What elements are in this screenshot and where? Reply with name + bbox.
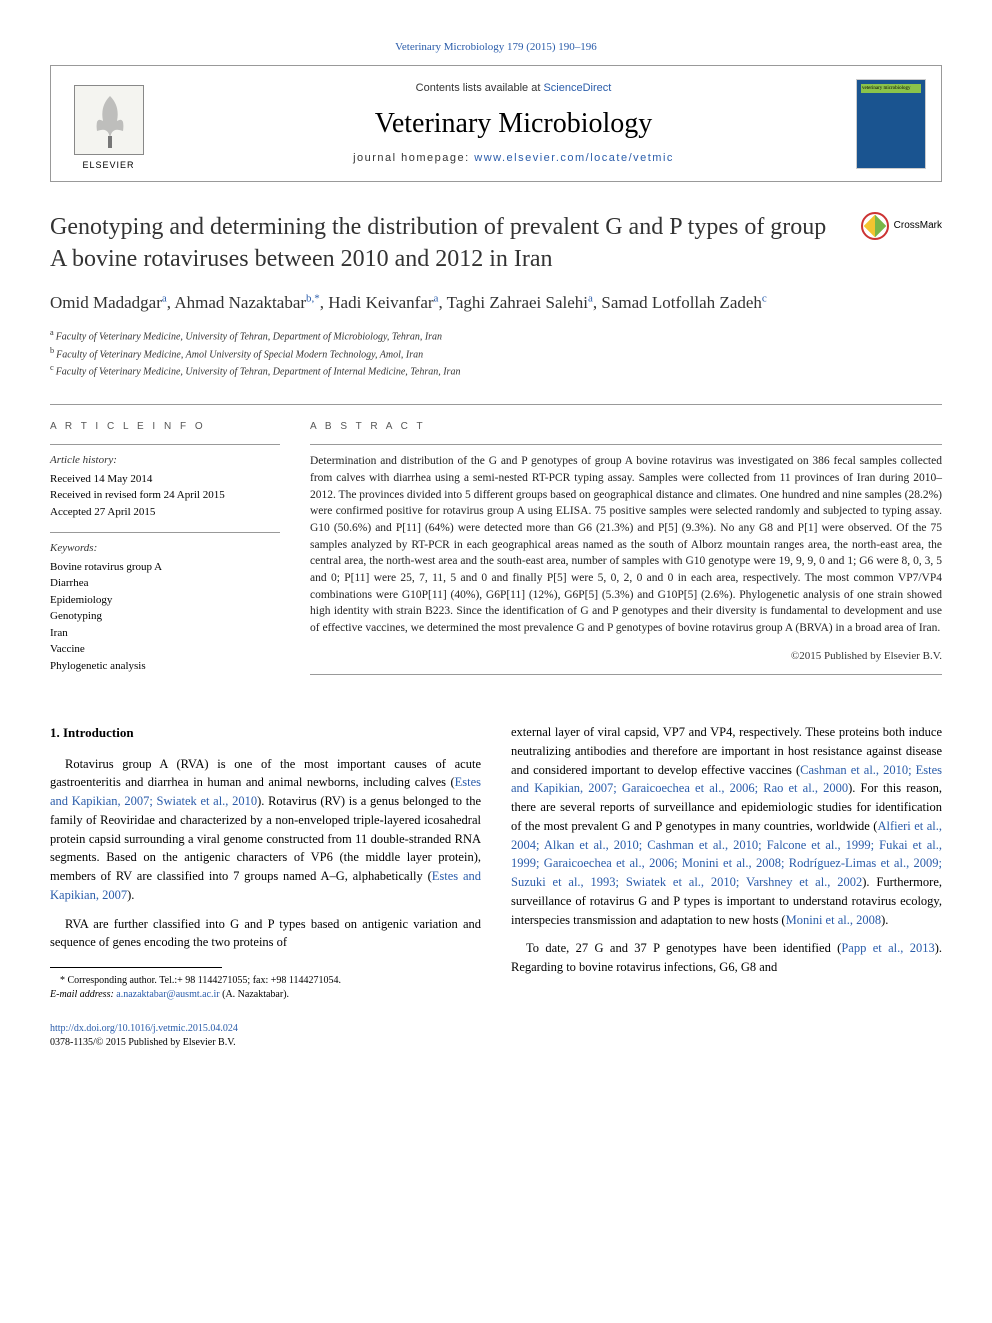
- footnote-text: Corresponding author. Tel.:+ 98 11442710…: [68, 975, 342, 986]
- abstract-copyright: ©2015 Published by Elsevier B.V.: [310, 649, 942, 664]
- author-sup[interactable]: b,*: [306, 292, 320, 304]
- keyword: Vaccine: [50, 641, 280, 658]
- email-suffix: (A. Nazaktabar).: [220, 989, 289, 1000]
- abstract-heading: A B S T R A C T: [310, 420, 942, 434]
- doi-link[interactable]: http://dx.doi.org/10.1016/j.vetmic.2015.…: [50, 1023, 238, 1034]
- sciencedirect-link[interactable]: ScienceDirect: [543, 82, 611, 94]
- corresponding-author-footnote: * Corresponding author. Tel.:+ 98 114427…: [50, 974, 481, 1002]
- para-text: To date, 27 G and 37 P genotypes have be…: [526, 941, 841, 955]
- keyword: Epidemiology: [50, 592, 280, 609]
- history-label: Article history:: [50, 453, 280, 468]
- keywords-label: Keywords:: [50, 541, 280, 556]
- info-abstract-row: A R T I C L E I N F O Article history: R…: [50, 420, 942, 683]
- section-heading-intro: 1. Introduction: [50, 723, 481, 743]
- author-sup[interactable]: a: [434, 292, 439, 304]
- footnote-divider: [50, 967, 222, 968]
- authors-line: Omid Madadgara, Ahmad Nazaktabarb,*, Had…: [50, 290, 942, 316]
- footer-info: http://dx.doi.org/10.1016/j.vetmic.2015.…: [50, 1022, 481, 1050]
- keyword: Phylogenetic analysis: [50, 658, 280, 675]
- body-column-left: 1. Introduction Rotavirus group A (RVA) …: [50, 723, 481, 1050]
- author: Omid Madadgar: [50, 293, 162, 312]
- para-text: ).: [127, 888, 134, 902]
- email-link[interactable]: a.nazaktabar@ausmt.ac.ir: [116, 989, 219, 1000]
- intro-para-3: external layer of viral capsid, VP7 and …: [511, 723, 942, 929]
- para-text: ).: [881, 913, 888, 927]
- email-label: E-mail address:: [50, 989, 114, 1000]
- article-info-heading: A R T I C L E I N F O: [50, 420, 280, 434]
- author: Ahmad Nazaktabar: [174, 293, 306, 312]
- title-row: Genotyping and determining the distribut…: [50, 212, 942, 274]
- keyword: Diarrhea: [50, 575, 280, 592]
- info-divider: [310, 444, 942, 445]
- citation-link[interactable]: Monini et al., 2008: [786, 913, 881, 927]
- keyword: Bovine rotavirus group A: [50, 559, 280, 576]
- keyword: Iran: [50, 625, 280, 642]
- date-accepted: Accepted 27 April 2015: [50, 504, 280, 521]
- author-sup[interactable]: c: [762, 292, 767, 304]
- homepage-prefix: journal homepage:: [353, 152, 474, 164]
- journal-cover-thumbnail[interactable]: veterinary microbiology: [856, 79, 926, 169]
- page-container: Veterinary Microbiology 179 (2015) 190–1…: [0, 0, 992, 1090]
- info-divider: [50, 532, 280, 533]
- aff-text: Faculty of Veterinary Medicine, Universi…: [56, 332, 442, 343]
- elsevier-label: ELSEVIER: [82, 159, 134, 172]
- section-divider: [50, 404, 942, 405]
- crossmark-badge[interactable]: CrossMark: [861, 212, 942, 240]
- aff-text: Faculty of Veterinary Medicine, Amol Uni…: [56, 349, 423, 360]
- contents-line: Contents lists available at ScienceDirec…: [171, 81, 856, 96]
- elsevier-logo[interactable]: ELSEVIER: [66, 76, 151, 171]
- intro-para-1: Rotavirus group A (RVA) is one of the mo…: [50, 755, 481, 905]
- article-info-column: A R T I C L E I N F O Article history: R…: [50, 420, 280, 683]
- affiliation: aFaculty of Veterinary Medicine, Univers…: [50, 327, 942, 344]
- citation-link[interactable]: Papp et al., 2013: [841, 941, 934, 955]
- body-two-column: 1. Introduction Rotavirus group A (RVA) …: [50, 723, 942, 1050]
- article-dates: Received 14 May 2014 Received in revised…: [50, 471, 280, 521]
- keywords-list: Bovine rotavirus group A Diarrhea Epidem…: [50, 559, 280, 675]
- elsevier-tree-icon: [74, 85, 144, 155]
- abstract-column: A B S T R A C T Determination and distri…: [310, 420, 942, 683]
- crossmark-icon: [861, 212, 889, 240]
- aff-sup: a: [50, 328, 54, 337]
- author: Taghi Zahraei Salehi: [447, 293, 588, 312]
- affiliations: aFaculty of Veterinary Medicine, Univers…: [50, 327, 942, 379]
- aff-sup: c: [50, 363, 54, 372]
- affiliation: cFaculty of Veterinary Medicine, Univers…: [50, 362, 942, 379]
- contents-prefix: Contents lists available at: [416, 82, 544, 94]
- abstract-text: Determination and distribution of the G …: [310, 453, 942, 636]
- para-text: Rotavirus group A (RVA) is one of the mo…: [50, 757, 481, 790]
- journal-name: Veterinary Microbiology: [171, 104, 856, 143]
- author: Samad Lotfollah Zadeh: [601, 293, 762, 312]
- journal-header-box: ELSEVIER Contents lists available at Sci…: [50, 65, 942, 182]
- author-sup[interactable]: a: [162, 292, 167, 304]
- footnote-marker: *: [60, 975, 65, 986]
- cover-label: veterinary microbiology: [861, 84, 921, 93]
- author: Hadi Keivanfar: [328, 293, 433, 312]
- affiliation: bFaculty of Veterinary Medicine, Amol Un…: [50, 345, 942, 362]
- journal-citation-top[interactable]: Veterinary Microbiology 179 (2015) 190–1…: [50, 40, 942, 55]
- info-divider: [310, 674, 942, 675]
- header-center: Contents lists available at ScienceDirec…: [171, 81, 856, 167]
- intro-para-2: RVA are further classified into G and P …: [50, 915, 481, 953]
- homepage-link[interactable]: www.elsevier.com/locate/vetmic: [474, 152, 674, 164]
- issn-copyright: 0378-1135/© 2015 Published by Elsevier B…: [50, 1037, 236, 1048]
- date-received: Received 14 May 2014: [50, 471, 280, 488]
- date-revised: Received in revised form 24 April 2015: [50, 487, 280, 504]
- article-title: Genotyping and determining the distribut…: [50, 212, 841, 274]
- keyword: Genotyping: [50, 608, 280, 625]
- crossmark-label: CrossMark: [894, 219, 942, 233]
- homepage-line: journal homepage: www.elsevier.com/locat…: [171, 151, 856, 166]
- info-divider: [50, 444, 280, 445]
- aff-sup: b: [50, 346, 54, 355]
- aff-text: Faculty of Veterinary Medicine, Universi…: [56, 366, 461, 377]
- intro-para-4: To date, 27 G and 37 P genotypes have be…: [511, 939, 942, 977]
- author-sup[interactable]: a: [588, 292, 593, 304]
- body-column-right: external layer of viral capsid, VP7 and …: [511, 723, 942, 1050]
